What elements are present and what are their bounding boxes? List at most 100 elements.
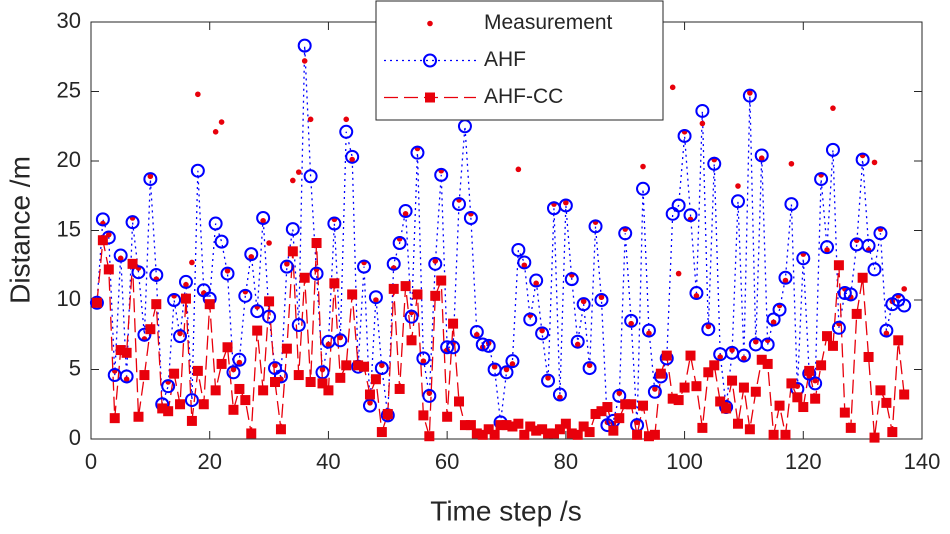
circle-marker xyxy=(742,88,757,103)
measurement-dot xyxy=(652,386,658,392)
square-marker xyxy=(459,420,470,431)
circle-marker xyxy=(125,215,140,230)
circle-marker xyxy=(89,295,104,310)
square-marker xyxy=(353,360,364,371)
circle-marker xyxy=(523,312,538,327)
square-marker xyxy=(519,429,530,440)
circle-marker xyxy=(95,212,110,227)
square-marker xyxy=(483,424,494,435)
measurement-dot xyxy=(236,359,243,366)
x-tick-label: 60 xyxy=(435,449,459,474)
measurement-dot xyxy=(758,155,765,162)
measurement-dot xyxy=(669,84,676,91)
measurement-dot xyxy=(177,330,183,337)
square-marker xyxy=(151,299,162,310)
circle-marker xyxy=(641,323,656,338)
square-marker xyxy=(525,421,536,432)
square-marker xyxy=(430,290,441,301)
measurement-dot xyxy=(628,320,634,327)
square-marker xyxy=(442,411,453,422)
measurement-dot xyxy=(747,90,753,96)
measurement-dot xyxy=(427,20,433,27)
square-marker xyxy=(311,238,322,249)
square-marker xyxy=(661,350,672,361)
square-marker xyxy=(738,382,749,393)
square-marker xyxy=(887,427,898,438)
circle-marker xyxy=(149,267,164,282)
circle-marker xyxy=(291,318,306,333)
square-marker xyxy=(673,395,684,406)
measurement-dot xyxy=(266,240,272,246)
measurement-dot xyxy=(812,377,818,384)
circle-marker xyxy=(232,352,247,367)
measurement-dot xyxy=(753,338,759,345)
square-marker xyxy=(228,404,239,415)
circle-marker xyxy=(184,393,199,408)
circle-marker xyxy=(564,272,579,287)
square-marker xyxy=(881,397,892,408)
square-marker xyxy=(744,424,755,435)
x-axis-label: Time step /s xyxy=(430,495,581,526)
circle-marker xyxy=(636,181,651,196)
square-marker xyxy=(222,342,233,353)
square-marker xyxy=(115,345,126,356)
measurement-dot xyxy=(699,120,706,127)
circle-marker xyxy=(208,216,223,231)
circle-marker xyxy=(511,242,526,257)
measurement-dot xyxy=(871,159,878,166)
square-marker xyxy=(560,418,571,429)
circle-marker xyxy=(843,287,858,302)
square-marker xyxy=(851,308,862,319)
measurement-dot xyxy=(195,91,201,98)
square-marker xyxy=(697,422,708,433)
measurement-dot xyxy=(373,297,379,303)
circle-marker xyxy=(327,216,342,231)
circle-marker xyxy=(831,320,846,335)
circle-marker xyxy=(588,219,603,234)
square-marker xyxy=(584,427,595,438)
square-marker xyxy=(762,358,773,369)
square-marker xyxy=(614,413,625,424)
square-marker xyxy=(715,396,726,407)
measurement-dot xyxy=(693,293,700,299)
legend-label: Measurement xyxy=(484,11,613,34)
square-marker xyxy=(121,347,132,358)
measurement-dot xyxy=(729,347,735,353)
measurement-dot xyxy=(189,259,195,266)
circle-marker xyxy=(220,266,235,281)
circle-marker xyxy=(463,210,478,225)
measurement-dot xyxy=(539,327,545,334)
square-marker xyxy=(566,428,577,439)
measurement-dot xyxy=(545,375,551,381)
circle-marker xyxy=(618,226,633,241)
square-marker xyxy=(347,289,358,300)
circle-marker xyxy=(594,293,609,307)
measurement-dot xyxy=(402,211,409,217)
x-tick-label: 80 xyxy=(554,449,578,474)
square-marker xyxy=(204,299,215,310)
circle-marker xyxy=(535,326,550,341)
measurement-dot xyxy=(646,330,652,337)
square-marker xyxy=(270,377,281,388)
circle-marker xyxy=(570,334,585,349)
square-marker xyxy=(180,293,191,304)
circle-marker xyxy=(772,302,787,317)
square-marker xyxy=(602,402,613,413)
measurement-dot xyxy=(272,362,278,369)
square-marker xyxy=(305,377,316,388)
circle-marker xyxy=(214,234,229,249)
y-tick-label: 30 xyxy=(57,8,81,33)
measurement-dot xyxy=(491,363,498,370)
circle-marker xyxy=(250,304,265,319)
square-marker xyxy=(157,403,168,414)
square-marker xyxy=(364,389,375,400)
square-marker xyxy=(655,368,666,379)
square-marker xyxy=(359,361,370,372)
circle-marker xyxy=(469,324,484,339)
measurement-dot xyxy=(557,394,563,401)
measurement-dot xyxy=(260,217,266,224)
square-marker xyxy=(169,368,180,379)
square-marker xyxy=(258,385,269,396)
circle-marker xyxy=(552,387,567,402)
square-marker xyxy=(638,400,649,411)
